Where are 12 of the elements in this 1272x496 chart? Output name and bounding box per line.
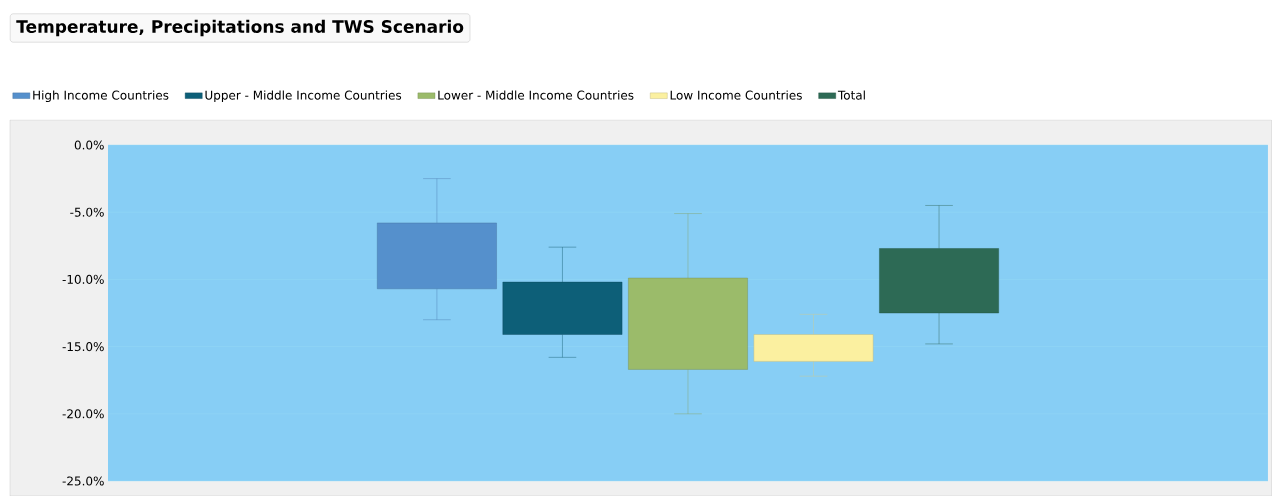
legend-label: Low Income Countries [670, 90, 802, 100]
legend-label: Upper - Middle Income Countries [205, 90, 402, 103]
y-tick-label: -20.0% [62, 409, 104, 419]
chart-title: Temperature, Precipitations and TWS Scenario [16, 19, 464, 37]
y-tick-label: -10.0% [62, 274, 104, 284]
legend-label: Total [837, 90, 865, 100]
y-tick-label: -15.0% [62, 342, 104, 352]
legend-label: High Income Countries [33, 90, 169, 103]
y-tick-label: -25.0% [62, 476, 104, 486]
y-tick-label: 0.0% [74, 140, 104, 150]
legend-label: Lower - Middle Income Countries [438, 90, 634, 100]
y-tick-label: -5.0% [70, 207, 104, 217]
